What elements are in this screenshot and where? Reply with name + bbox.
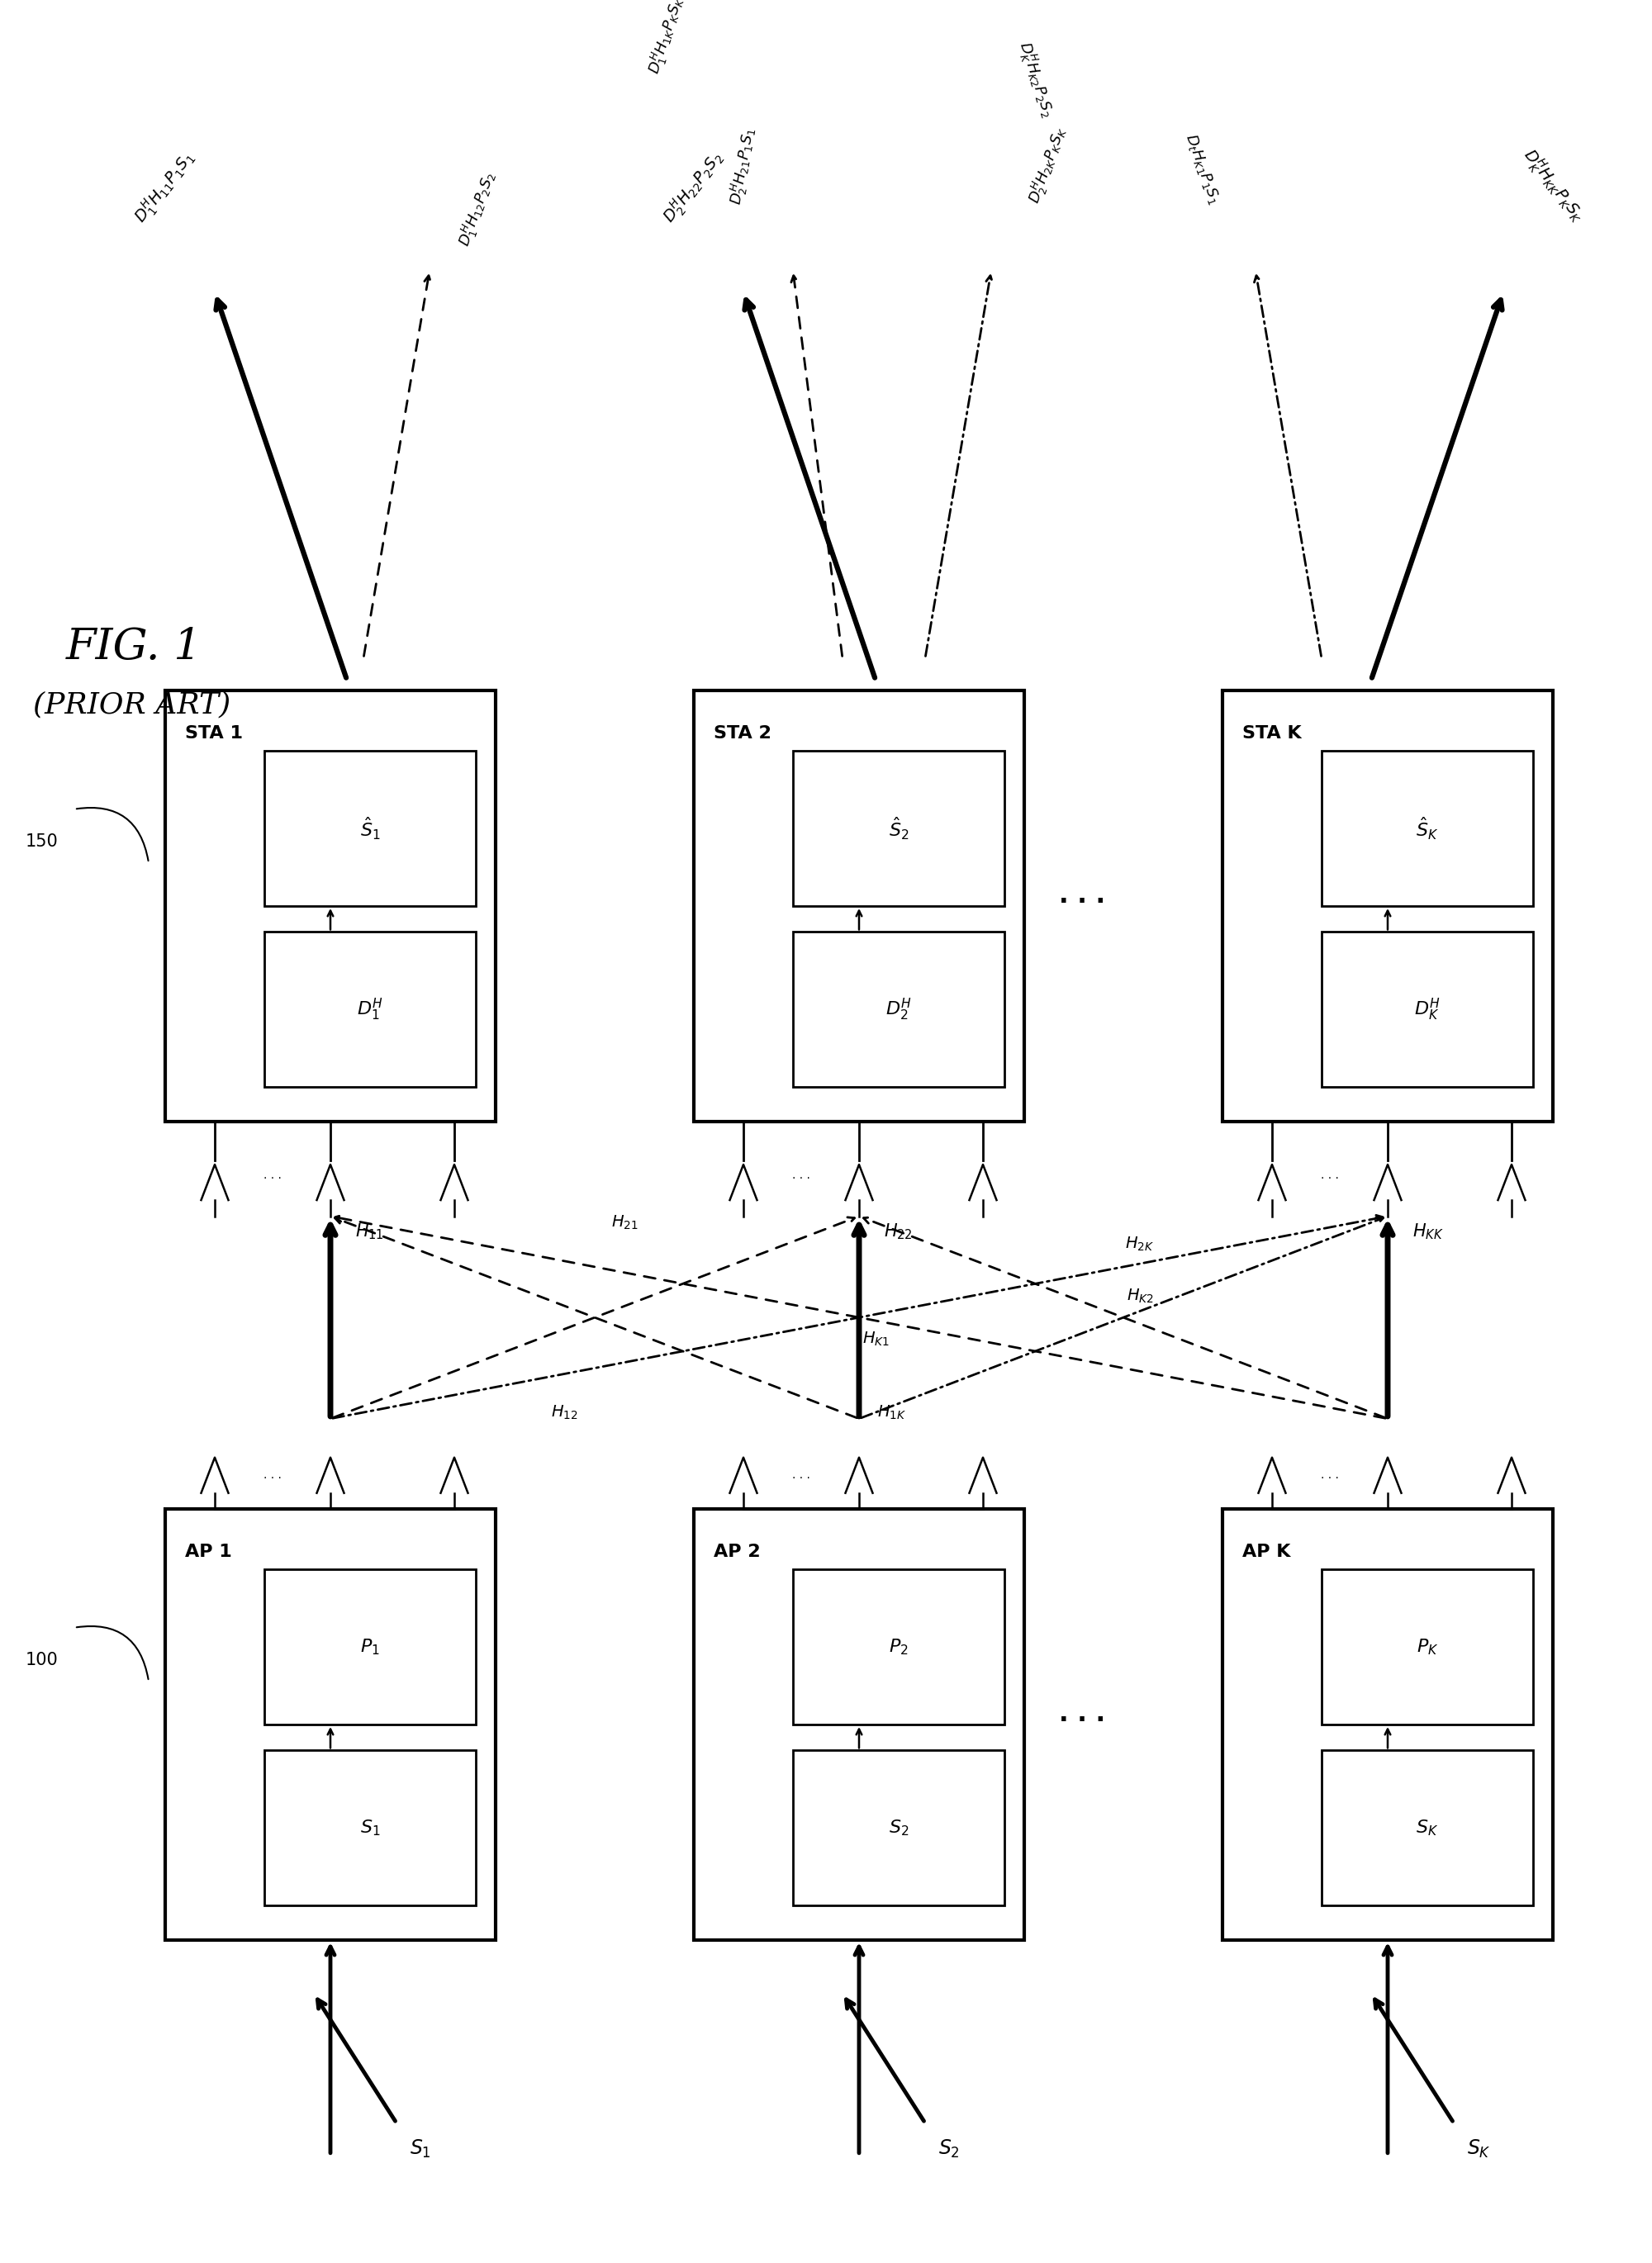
Text: $H_{2K}$: $H_{2K}$ [1125, 1236, 1155, 1254]
Text: FIG. 1: FIG. 1 [66, 627, 202, 668]
Text: . . .: . . . [1322, 1170, 1338, 1181]
Bar [694, 1509, 1024, 1939]
Bar [793, 751, 1004, 905]
Bar [1322, 1571, 1533, 1724]
Text: . . .: . . . [1059, 883, 1105, 907]
Bar [165, 1509, 496, 1939]
Text: $P_2$: $P_2$ [889, 1636, 909, 1657]
Text: $S_1$: $S_1$ [410, 2139, 431, 2159]
Text: $P_1$: $P_1$ [360, 1636, 380, 1657]
Bar [264, 751, 476, 905]
Text: $H_{22}$: $H_{22}$ [884, 1222, 912, 1240]
Text: . . .: . . . [1059, 1702, 1105, 1727]
Text: . . .: . . . [1322, 1469, 1338, 1480]
Text: $D_K^H H_{KK} P_K S_K$: $D_K^H H_{KK} P_K S_K$ [1517, 145, 1589, 229]
Bar [264, 1749, 476, 1905]
Text: $H_{1K}$: $H_{1K}$ [877, 1403, 907, 1421]
Bar [694, 690, 1024, 1122]
Text: $S_K$: $S_K$ [1467, 2139, 1490, 2159]
Bar [1322, 751, 1533, 905]
Text: AP 2: AP 2 [714, 1543, 760, 1559]
Text: (PRIOR ART): (PRIOR ART) [33, 690, 231, 720]
Text: $S_2$: $S_2$ [889, 1817, 909, 1838]
Text: $D_1^H H_{12} P_2 S_2$: $D_1^H H_{12} P_2 S_2$ [454, 167, 501, 249]
Text: $H_{11}$: $H_{11}$ [355, 1222, 383, 1240]
Text: $D_2^H$: $D_2^H$ [885, 996, 912, 1023]
Text: STA 1: STA 1 [185, 724, 243, 742]
Text: $H_{K1}$: $H_{K1}$ [862, 1331, 889, 1349]
Text: AP K: AP K [1242, 1543, 1290, 1559]
Text: $H_{21}$: $H_{21}$ [611, 1213, 638, 1231]
Text: 100: 100 [25, 1652, 58, 1668]
Text: 150: 150 [25, 833, 58, 849]
Text: $D_K^H$: $D_K^H$ [1414, 996, 1441, 1023]
Text: STA K: STA K [1242, 724, 1302, 742]
Text: . . .: . . . [793, 1469, 809, 1480]
Bar [264, 932, 476, 1086]
Text: $D_1^H$: $D_1^H$ [357, 996, 383, 1023]
Text: $D_1^H H_{1K} P_K S_K$: $D_1^H H_{1K} P_K S_K$ [644, 0, 689, 77]
Text: $D_1^H H_{11} P_1 S_1$: $D_1^H H_{11} P_1 S_1$ [131, 147, 200, 229]
Text: $H_{K2}$: $H_{K2}$ [1127, 1288, 1153, 1306]
Text: $P_K$: $P_K$ [1416, 1636, 1439, 1657]
Text: . . .: . . . [793, 1170, 809, 1181]
Text: $H_{12}$: $H_{12}$ [552, 1403, 578, 1421]
Text: AP 1: AP 1 [185, 1543, 231, 1559]
Text: $D_K^H H_{K2} P_2 S_2$: $D_K^H H_{K2} P_2 S_2$ [1013, 38, 1057, 120]
Text: STA 2: STA 2 [714, 724, 771, 742]
Text: . . .: . . . [264, 1170, 281, 1181]
Bar [264, 1571, 476, 1724]
Bar [1322, 932, 1533, 1086]
Text: $S_K$: $S_K$ [1416, 1817, 1439, 1838]
Text: $\hat{S}_K$: $\hat{S}_K$ [1416, 815, 1439, 842]
Text: $D_2^H H_{21} P_1 S_1$: $D_2^H H_{21} P_1 S_1$ [725, 124, 760, 206]
Bar [793, 1571, 1004, 1724]
Text: $D_2^H H_{2K} P_K S_K$: $D_2^H H_{2K} P_K S_K$ [1024, 122, 1070, 206]
Text: . . .: . . . [264, 1469, 281, 1480]
Text: $H_{KK}$: $H_{KK}$ [1412, 1222, 1444, 1240]
Text: $D_t H_{K1} P_1 S_1$: $D_t H_{K1} P_1 S_1$ [1181, 131, 1222, 206]
Text: $S_1$: $S_1$ [360, 1817, 380, 1838]
Bar [1222, 1509, 1553, 1939]
Text: $D_2^H H_{22} P_2 S_2$: $D_2^H H_{22} P_2 S_2$ [659, 147, 729, 229]
Text: $\hat{S}_2$: $\hat{S}_2$ [889, 815, 909, 842]
Text: $\hat{S}_1$: $\hat{S}_1$ [360, 815, 380, 842]
Bar [793, 932, 1004, 1086]
Text: $S_2$: $S_2$ [938, 2139, 960, 2159]
Bar [793, 1749, 1004, 1905]
Bar [1322, 1749, 1533, 1905]
Bar [165, 690, 496, 1122]
Bar [1222, 690, 1553, 1122]
